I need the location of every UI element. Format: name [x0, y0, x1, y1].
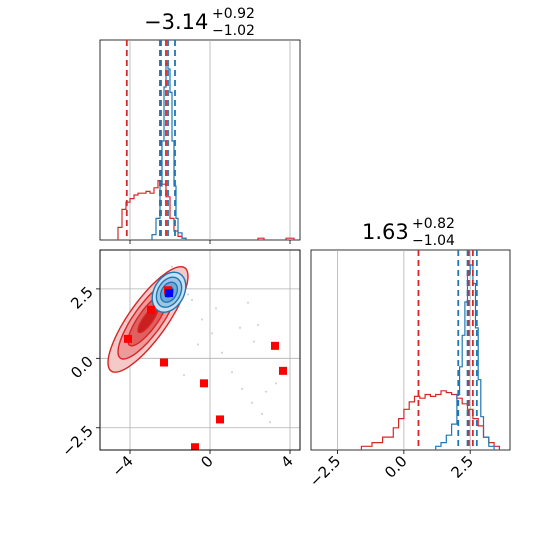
scatter-2d-faint-point	[190, 298, 194, 302]
hist-param-1-quantile-lines	[125, 40, 176, 240]
hist-param-2-blue-series	[435, 264, 495, 450]
hist-param-1-title: −3.14 +0.92 −1.02	[144, 6, 255, 39]
hist-param-2-frame	[310, 249, 511, 451]
hist-param-1-title-value: −3.14	[144, 10, 209, 34]
scatter-2d-faint-point	[170, 265, 174, 268]
scatter-2d-y-tick-label: −2.5	[58, 422, 96, 460]
scatter-2d-faint-point	[186, 293, 190, 296]
scatter-2d-blue-marker	[165, 289, 173, 298]
hist-param-2-red-series	[360, 390, 500, 450]
hist-param-1-ticks	[129, 240, 291, 244]
scatter-2d-faint-point	[274, 382, 278, 385]
scatter-2d-faint-point	[256, 323, 260, 327]
scatter-2d-x-tick-label: 4	[277, 452, 296, 471]
scatter-2d-markers	[124, 286, 287, 450]
hist-param-2-title-value: 1.63	[362, 220, 409, 244]
scatter-2d-faint-point	[220, 351, 224, 354]
scatter-2d-faint-point	[200, 318, 204, 321]
scatter-2d-faint-point	[238, 326, 242, 329]
scatter-2d-red-marker-6	[271, 341, 279, 350]
scatter-2d-red-marker-7	[279, 366, 287, 375]
scatter-2d-faint-point	[196, 343, 200, 346]
scatter-2d-faint-point	[252, 340, 256, 343]
scatter-2d-faint-point	[246, 301, 250, 304]
scatter-2d-faint-point	[214, 307, 218, 310]
scatter-2d-faint-point	[250, 401, 254, 404]
scatter-2d-y-tick-label: 2.5	[67, 283, 97, 313]
hist-param-2-tick-label: 2.5	[447, 452, 477, 482]
scatter-2d-x-tick-label: 0	[197, 452, 216, 471]
hist-param-2-panel: −2.5 0.0 2.5	[306, 249, 511, 491]
hist-param-2-title: 1.63 +0.82 −1.04	[362, 216, 455, 249]
scatter-2d-faint-point	[210, 332, 214, 335]
scatter-2d-panel: −4 0 4 −2.5 0.0 2.5	[58, 249, 301, 480]
hist-param-2-tick-label: −2.5	[306, 452, 344, 490]
hist-param-2-title-upper: +0.82	[412, 216, 455, 232]
scatter-2d-faint-point	[240, 387, 244, 390]
scatter-2d-faint-point	[182, 373, 186, 377]
scatter-2d-x-tick-label: −4	[108, 452, 136, 480]
hist-param-1-grid	[129, 40, 291, 240]
scatter-2d-red-marker-3	[200, 379, 208, 388]
hist-param-1-red-tail-1	[285, 237, 295, 240]
scatter-2d-red-marker-4	[216, 415, 224, 424]
scatter-2d-red-marker-2	[160, 358, 168, 367]
hist-param-2-ticks: −2.5 0.0 2.5	[306, 450, 477, 491]
hist-param-1-frame	[99, 39, 301, 241]
scatter-2d-y-tick-label: 0.0	[67, 352, 97, 382]
hist-param-2-series	[360, 264, 500, 450]
hist-param-1-panel	[99, 39, 301, 244]
scatter-2d-red-marker-0	[147, 305, 155, 314]
scatter-2d-faint-point	[268, 421, 272, 424]
hist-param-1-title-lower: −1.02	[212, 23, 255, 39]
scatter-2d-faint-point	[260, 412, 264, 415]
scatter-2d-faint-point	[264, 390, 268, 393]
hist-param-2-tick-label: 0.0	[381, 452, 411, 482]
hist-param-1-red-tail-0	[257, 237, 265, 240]
scatter-2d-red-marker-1	[124, 334, 132, 343]
scatter-2d-frame-outline	[99, 249, 301, 451]
hist-param-1-title-upper: +0.92	[212, 6, 255, 22]
hist-param-2-title-lower: −1.04	[412, 233, 455, 249]
scatter-2d-red-marker-5	[191, 443, 199, 450]
hist-param-2-quantile-lines	[417, 250, 478, 450]
scatter-2d-faint-point	[230, 371, 234, 374]
